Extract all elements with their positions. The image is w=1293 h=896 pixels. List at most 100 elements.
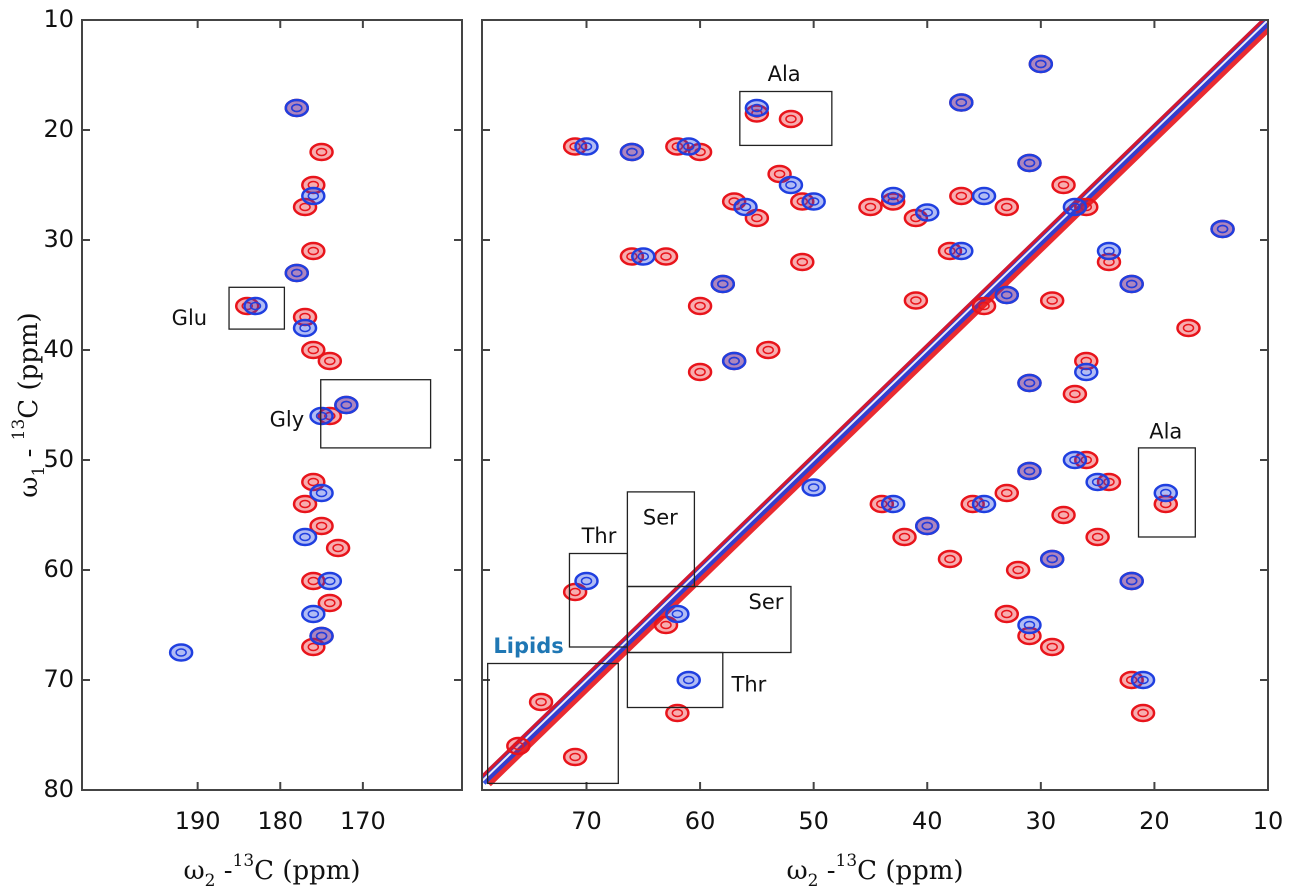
axis-label-part: - bbox=[818, 856, 835, 886]
peak-contour bbox=[315, 521, 328, 531]
peak-contour bbox=[309, 626, 334, 646]
peak-contour bbox=[858, 197, 883, 217]
peak-contour bbox=[307, 642, 320, 652]
peak bbox=[801, 478, 826, 497]
peak bbox=[1210, 219, 1235, 239]
peak bbox=[1062, 384, 1088, 404]
peak-contour bbox=[1137, 675, 1149, 685]
peak bbox=[284, 263, 310, 283]
peak-contour bbox=[751, 103, 763, 113]
peak bbox=[1017, 153, 1042, 173]
peak-contour bbox=[955, 191, 968, 201]
peak-contour bbox=[921, 521, 933, 531]
peak-contour bbox=[317, 406, 343, 426]
peak bbox=[301, 186, 326, 206]
peak bbox=[778, 109, 804, 129]
peak bbox=[778, 175, 804, 195]
peak bbox=[1017, 461, 1042, 481]
peak-contour bbox=[301, 637, 326, 657]
axis-label-part: C (ppm) bbox=[857, 856, 963, 886]
peak-contour bbox=[807, 197, 820, 206]
peak bbox=[755, 340, 781, 360]
peak-contour bbox=[299, 323, 311, 333]
x-tick-label: 50 bbox=[798, 807, 829, 835]
peak bbox=[1130, 670, 1156, 690]
peak-contour bbox=[1103, 246, 1115, 256]
peak-contour bbox=[506, 736, 531, 756]
peak-fill bbox=[1018, 617, 1041, 633]
peak-contour bbox=[660, 620, 672, 630]
peak-contour bbox=[1182, 323, 1195, 333]
peak-contour bbox=[1085, 527, 1110, 547]
peak-contour bbox=[1039, 637, 1065, 657]
peak-fill bbox=[302, 188, 325, 204]
peak-contour bbox=[315, 411, 328, 421]
peak-contour bbox=[637, 252, 650, 261]
y-tick-label: 50 bbox=[43, 445, 74, 473]
peak bbox=[1119, 571, 1144, 591]
peak bbox=[903, 291, 929, 310]
y-tick-label: 70 bbox=[43, 665, 74, 693]
y-tick-label: 10 bbox=[43, 5, 74, 33]
peak-fill bbox=[564, 749, 587, 765]
peak-contour bbox=[512, 741, 525, 751]
peak bbox=[1096, 241, 1122, 261]
peak-fill bbox=[1018, 155, 1041, 171]
peak-contour bbox=[1023, 378, 1036, 388]
frame bbox=[481, 19, 1269, 791]
peak-fill bbox=[1041, 639, 1064, 655]
peak-fill bbox=[950, 243, 973, 259]
peak-contour bbox=[301, 186, 326, 206]
peak-contour bbox=[914, 203, 940, 222]
peak-fill bbox=[310, 485, 333, 501]
peak-contour bbox=[574, 571, 599, 591]
peak-fill bbox=[950, 94, 973, 111]
x-tick-label: 170 bbox=[340, 807, 386, 835]
peak-fill bbox=[620, 144, 643, 160]
peak-contour bbox=[1085, 472, 1110, 492]
peak-contour bbox=[332, 543, 344, 553]
peak bbox=[676, 670, 701, 690]
peak-contour bbox=[324, 411, 336, 421]
peak-contour bbox=[1005, 560, 1031, 580]
peak bbox=[1051, 505, 1076, 525]
peak-contour bbox=[1074, 450, 1099, 470]
peak-contour bbox=[1153, 483, 1179, 503]
peak-contour bbox=[944, 554, 956, 564]
x-tick-label: 180 bbox=[257, 807, 303, 835]
peak-fill bbox=[1120, 276, 1143, 292]
peak-fill bbox=[1086, 529, 1109, 545]
peak bbox=[949, 93, 974, 112]
peak bbox=[949, 186, 974, 206]
peak-contour bbox=[301, 340, 326, 360]
peak-fill bbox=[677, 672, 700, 688]
peak-fill bbox=[310, 518, 333, 534]
peak-fill bbox=[1041, 551, 1064, 567]
peak-contour bbox=[299, 499, 311, 509]
peak-fill bbox=[666, 705, 689, 721]
peak-fill bbox=[1029, 56, 1052, 72]
peak-fill bbox=[1097, 243, 1120, 259]
peak bbox=[309, 406, 334, 426]
peak-contour bbox=[1017, 153, 1042, 173]
axis-label-part: C (ppm) bbox=[254, 856, 360, 886]
peak-contour bbox=[1046, 296, 1058, 305]
peak-contour bbox=[739, 202, 752, 212]
peak-contour bbox=[307, 246, 320, 256]
peak-contour bbox=[292, 494, 318, 514]
peak-fill bbox=[859, 199, 882, 215]
peak-contour bbox=[676, 670, 701, 690]
peak-contour bbox=[971, 296, 997, 316]
peak-fill bbox=[711, 276, 734, 292]
peak-contour bbox=[299, 202, 311, 212]
peak bbox=[1028, 54, 1054, 74]
peak-fill bbox=[302, 606, 325, 622]
peak-contour bbox=[307, 191, 320, 201]
peak-contour bbox=[682, 675, 695, 685]
peak bbox=[994, 285, 1020, 305]
peak-contour bbox=[665, 604, 690, 624]
peak bbox=[562, 747, 588, 767]
peak-contour bbox=[569, 752, 581, 762]
peak-contour bbox=[1062, 384, 1088, 404]
peak-fill bbox=[723, 353, 746, 369]
